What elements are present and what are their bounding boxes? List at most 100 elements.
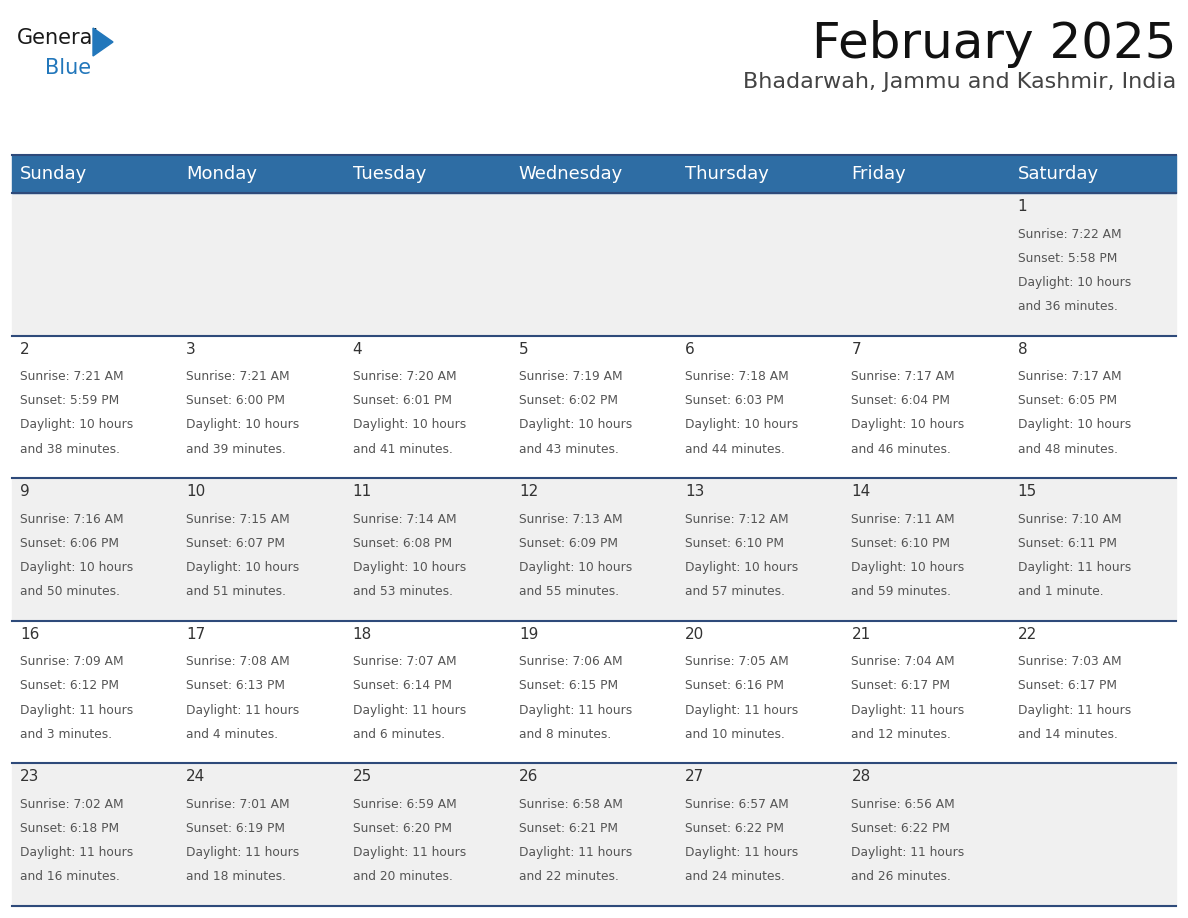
Text: Sunset: 6:00 PM: Sunset: 6:00 PM	[187, 394, 285, 408]
Text: Sunrise: 7:21 AM: Sunrise: 7:21 AM	[20, 370, 124, 383]
Text: Sunrise: 7:21 AM: Sunrise: 7:21 AM	[187, 370, 290, 383]
Text: Daylight: 11 hours: Daylight: 11 hours	[187, 846, 299, 859]
Text: Sunset: 5:59 PM: Sunset: 5:59 PM	[20, 394, 119, 408]
Text: Sunset: 6:17 PM: Sunset: 6:17 PM	[852, 679, 950, 692]
Text: 11: 11	[353, 484, 372, 499]
Text: 3: 3	[187, 341, 196, 356]
Text: Sunrise: 7:02 AM: Sunrise: 7:02 AM	[20, 798, 124, 811]
Text: and 22 minutes.: and 22 minutes.	[519, 870, 619, 883]
Text: Monday: Monday	[187, 165, 258, 183]
Text: Sunset: 6:01 PM: Sunset: 6:01 PM	[353, 394, 451, 408]
Text: 2: 2	[20, 341, 30, 356]
Text: and 8 minutes.: and 8 minutes.	[519, 728, 611, 741]
Text: Sunset: 6:13 PM: Sunset: 6:13 PM	[187, 679, 285, 692]
Text: Daylight: 11 hours: Daylight: 11 hours	[20, 846, 133, 859]
Text: and 14 minutes.: and 14 minutes.	[1018, 728, 1118, 741]
Text: Sunrise: 7:14 AM: Sunrise: 7:14 AM	[353, 513, 456, 526]
Text: Wednesday: Wednesday	[519, 165, 624, 183]
Text: Sunset: 6:18 PM: Sunset: 6:18 PM	[20, 822, 119, 835]
Text: and 26 minutes.: and 26 minutes.	[852, 870, 952, 883]
Text: Sunset: 6:07 PM: Sunset: 6:07 PM	[187, 537, 285, 550]
Text: Daylight: 11 hours: Daylight: 11 hours	[685, 703, 798, 717]
Text: Daylight: 11 hours: Daylight: 11 hours	[353, 846, 466, 859]
Text: Friday: Friday	[852, 165, 906, 183]
Text: 22: 22	[1018, 627, 1037, 642]
Text: Daylight: 10 hours: Daylight: 10 hours	[353, 419, 466, 431]
Text: Sunrise: 7:05 AM: Sunrise: 7:05 AM	[685, 655, 789, 668]
Text: and 41 minutes.: and 41 minutes.	[353, 442, 453, 455]
Text: Sunset: 6:03 PM: Sunset: 6:03 PM	[685, 394, 784, 408]
Text: 9: 9	[20, 484, 30, 499]
Text: Daylight: 10 hours: Daylight: 10 hours	[852, 561, 965, 574]
Text: Sunset: 6:12 PM: Sunset: 6:12 PM	[20, 679, 119, 692]
Text: 17: 17	[187, 627, 206, 642]
Text: Sunset: 6:05 PM: Sunset: 6:05 PM	[1018, 394, 1117, 408]
Text: and 48 minutes.: and 48 minutes.	[1018, 442, 1118, 455]
Text: 26: 26	[519, 769, 538, 784]
Text: Daylight: 11 hours: Daylight: 11 hours	[353, 703, 466, 717]
Text: Daylight: 11 hours: Daylight: 11 hours	[852, 846, 965, 859]
Text: 15: 15	[1018, 484, 1037, 499]
Text: Saturday: Saturday	[1018, 165, 1099, 183]
Text: and 44 minutes.: and 44 minutes.	[685, 442, 785, 455]
Bar	[12, 478, 1176, 621]
Text: Daylight: 11 hours: Daylight: 11 hours	[852, 703, 965, 717]
Text: Sunset: 6:16 PM: Sunset: 6:16 PM	[685, 679, 784, 692]
Text: Sunset: 6:22 PM: Sunset: 6:22 PM	[852, 822, 950, 835]
Text: 25: 25	[353, 769, 372, 784]
Text: Sunrise: 6:56 AM: Sunrise: 6:56 AM	[852, 798, 955, 811]
Text: Daylight: 10 hours: Daylight: 10 hours	[1018, 275, 1131, 289]
Text: Sunset: 6:11 PM: Sunset: 6:11 PM	[1018, 537, 1117, 550]
Text: and 38 minutes.: and 38 minutes.	[20, 442, 120, 455]
Text: Sunrise: 7:19 AM: Sunrise: 7:19 AM	[519, 370, 623, 383]
Text: Tuesday: Tuesday	[353, 165, 426, 183]
Bar	[12, 193, 1176, 336]
Text: Sunrise: 7:06 AM: Sunrise: 7:06 AM	[519, 655, 623, 668]
Text: Sunrise: 7:18 AM: Sunrise: 7:18 AM	[685, 370, 789, 383]
Text: and 4 minutes.: and 4 minutes.	[187, 728, 278, 741]
Text: Sunrise: 7:22 AM: Sunrise: 7:22 AM	[1018, 228, 1121, 241]
Text: and 55 minutes.: and 55 minutes.	[519, 585, 619, 599]
Text: 13: 13	[685, 484, 704, 499]
Text: Daylight: 11 hours: Daylight: 11 hours	[187, 703, 299, 717]
Text: Sunset: 6:19 PM: Sunset: 6:19 PM	[187, 822, 285, 835]
Text: Sunrise: 7:10 AM: Sunrise: 7:10 AM	[1018, 513, 1121, 526]
Text: and 3 minutes.: and 3 minutes.	[20, 728, 112, 741]
Text: Thursday: Thursday	[685, 165, 769, 183]
Text: and 36 minutes.: and 36 minutes.	[1018, 300, 1118, 313]
Text: Sunday: Sunday	[20, 165, 87, 183]
Text: Sunrise: 7:08 AM: Sunrise: 7:08 AM	[187, 655, 290, 668]
Text: Sunset: 6:10 PM: Sunset: 6:10 PM	[685, 537, 784, 550]
Text: Blue: Blue	[45, 58, 91, 78]
Text: 5: 5	[519, 341, 529, 356]
Text: and 12 minutes.: and 12 minutes.	[852, 728, 952, 741]
Text: and 20 minutes.: and 20 minutes.	[353, 870, 453, 883]
Text: Daylight: 10 hours: Daylight: 10 hours	[685, 561, 798, 574]
Text: Sunrise: 6:59 AM: Sunrise: 6:59 AM	[353, 798, 456, 811]
Text: Sunset: 5:58 PM: Sunset: 5:58 PM	[1018, 252, 1117, 264]
Text: Daylight: 10 hours: Daylight: 10 hours	[685, 419, 798, 431]
Text: 18: 18	[353, 627, 372, 642]
Text: Sunrise: 7:07 AM: Sunrise: 7:07 AM	[353, 655, 456, 668]
Text: 14: 14	[852, 484, 871, 499]
Text: Sunrise: 7:03 AM: Sunrise: 7:03 AM	[1018, 655, 1121, 668]
Text: Sunrise: 7:01 AM: Sunrise: 7:01 AM	[187, 798, 290, 811]
Text: Daylight: 11 hours: Daylight: 11 hours	[519, 846, 632, 859]
Text: Sunrise: 7:20 AM: Sunrise: 7:20 AM	[353, 370, 456, 383]
Text: and 59 minutes.: and 59 minutes.	[852, 585, 952, 599]
Text: Daylight: 11 hours: Daylight: 11 hours	[20, 703, 133, 717]
Text: 10: 10	[187, 484, 206, 499]
Text: 6: 6	[685, 341, 695, 356]
Text: 16: 16	[20, 627, 39, 642]
Text: Sunset: 6:14 PM: Sunset: 6:14 PM	[353, 679, 451, 692]
Text: Sunrise: 6:58 AM: Sunrise: 6:58 AM	[519, 798, 623, 811]
Text: Sunrise: 7:16 AM: Sunrise: 7:16 AM	[20, 513, 124, 526]
Text: 1: 1	[1018, 199, 1028, 214]
Text: Sunrise: 6:57 AM: Sunrise: 6:57 AM	[685, 798, 789, 811]
Text: February 2025: February 2025	[811, 20, 1176, 68]
Text: and 18 minutes.: and 18 minutes.	[187, 870, 286, 883]
Text: Sunset: 6:21 PM: Sunset: 6:21 PM	[519, 822, 618, 835]
Text: Sunrise: 7:17 AM: Sunrise: 7:17 AM	[1018, 370, 1121, 383]
Text: Sunrise: 7:09 AM: Sunrise: 7:09 AM	[20, 655, 124, 668]
Text: and 1 minute.: and 1 minute.	[1018, 585, 1104, 599]
